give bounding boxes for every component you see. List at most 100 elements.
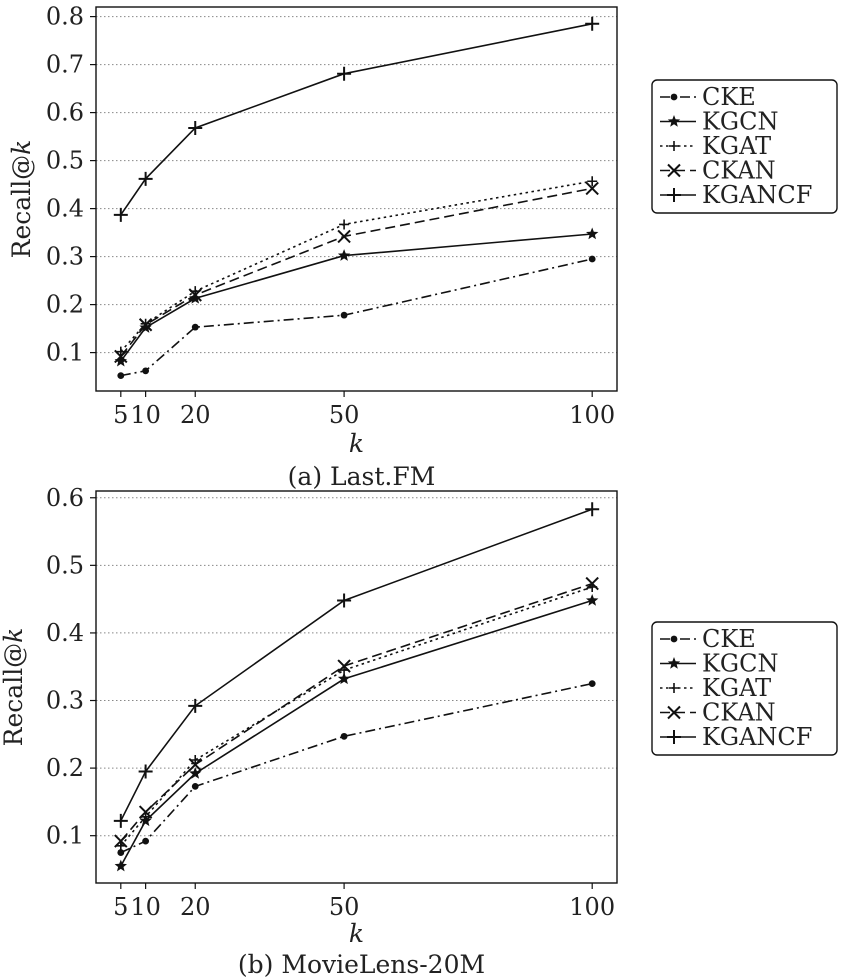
legend-label: CKAN [702, 699, 776, 727]
y-axis-label: Recall@k [7, 140, 36, 259]
y-tick-label: 0.4 [46, 619, 84, 647]
data-point [340, 311, 348, 319]
legend-label: KGANCF [702, 181, 812, 209]
data-point [188, 698, 203, 713]
x-tick-label: 20 [180, 893, 211, 921]
data-point [114, 834, 128, 848]
data-point [117, 372, 125, 380]
legend-label: CKE [702, 625, 756, 653]
data-point [588, 255, 596, 263]
data-point [191, 782, 199, 790]
series-line [120, 23, 593, 216]
legend-frame [651, 621, 838, 756]
y-tick-label: 0.7 [46, 51, 84, 79]
data-point [586, 227, 599, 240]
x-tick-label: 50 [329, 401, 360, 429]
x-tick-label: 10 [130, 893, 161, 921]
x-tick-label: 10 [130, 401, 161, 429]
data-point [585, 181, 599, 196]
legend-marker [667, 163, 681, 178]
plot-frame [95, 490, 618, 884]
data-point [138, 764, 153, 779]
data-point [191, 323, 199, 331]
data-point [585, 16, 600, 31]
data-point [188, 120, 203, 135]
data-point [189, 291, 202, 304]
series-kgancf [113, 16, 600, 222]
data-point [138, 171, 153, 186]
data-point [113, 813, 128, 828]
data-point [117, 849, 125, 856]
data-point [337, 229, 351, 244]
x-tick-label: 5 [113, 893, 128, 921]
data-point [337, 66, 352, 81]
y-tick-label: 0.1 [46, 822, 84, 850]
data-point [114, 859, 127, 872]
data-point [339, 219, 350, 230]
legend-label: CKE [702, 83, 756, 111]
chart-panel-b: 0.1 0.2 0.3 0.4 0.5 0.6 5 10 20 50 100 k Recall@k (b)… [0, 484, 838, 979]
legend-marker [669, 141, 679, 151]
series-line [120, 258, 593, 377]
chart-caption: (a) Last.FM [288, 462, 436, 491]
series-kgat [115, 176, 598, 357]
x-axis-label: k [349, 919, 364, 948]
data-point [337, 593, 352, 608]
data-point [188, 758, 202, 772]
data-point [188, 288, 202, 302]
y-tick-label: 0.2 [46, 291, 84, 319]
y-tick-label: 0.2 [46, 754, 84, 782]
data-point [337, 659, 351, 673]
series-cke [117, 255, 596, 380]
y-tick-label: 0.6 [46, 484, 84, 512]
chart-panel-a: 0.1 0.2 0.3 0.4 0.5 0.6 0.7 0.8 5 10 20 50 100 k Recal… [7, 3, 838, 491]
legend-label: KGANCF [702, 723, 812, 751]
data-point [337, 249, 351, 261]
x-tick-label: 5 [113, 401, 128, 429]
data-point [114, 349, 128, 364]
y-tick-label: 0.5 [46, 147, 84, 175]
legend-label: KGCN [702, 108, 778, 136]
y-tick-label: 0.4 [46, 195, 84, 223]
legend-marker [667, 705, 681, 720]
y-axis-label: Recall@k [0, 628, 28, 747]
legend-marker [667, 730, 681, 744]
data-point [142, 367, 150, 375]
series-kgcn [114, 227, 599, 367]
series-line [120, 508, 593, 822]
legend-marker [667, 115, 681, 127]
x-tick-label: 100 [569, 893, 615, 921]
series-line [120, 586, 593, 847]
chart-caption: (b) MovieLens-20M [238, 950, 485, 979]
legend-label: CKAN [702, 157, 776, 185]
y-tick-label: 0.8 [46, 3, 84, 31]
data-point [114, 354, 127, 367]
data-point [587, 176, 598, 187]
y-tick-label: 0.6 [46, 99, 84, 127]
legend-label: KGCN [702, 650, 778, 678]
data-point [142, 837, 150, 845]
legend-marker [667, 657, 681, 669]
series-line [120, 599, 593, 867]
plot-frame [95, 6, 618, 392]
y-tick-label: 0.5 [46, 551, 84, 579]
series-cke [117, 680, 596, 856]
data-point [138, 805, 153, 819]
legend-label: KGAT [702, 132, 771, 160]
data-point [337, 672, 351, 685]
data-point [138, 318, 153, 332]
data-point [189, 767, 202, 779]
series-ckan [114, 181, 599, 364]
x-tick-label: 100 [569, 401, 615, 429]
series-ckan [114, 576, 599, 848]
legend-label: KGAT [702, 674, 771, 702]
legend-marker [670, 635, 678, 643]
x-tick-label: 50 [329, 893, 360, 921]
data-point [113, 207, 128, 222]
legend-marker [667, 188, 681, 202]
x-axis-label: k [349, 429, 364, 458]
series-line [120, 180, 593, 353]
